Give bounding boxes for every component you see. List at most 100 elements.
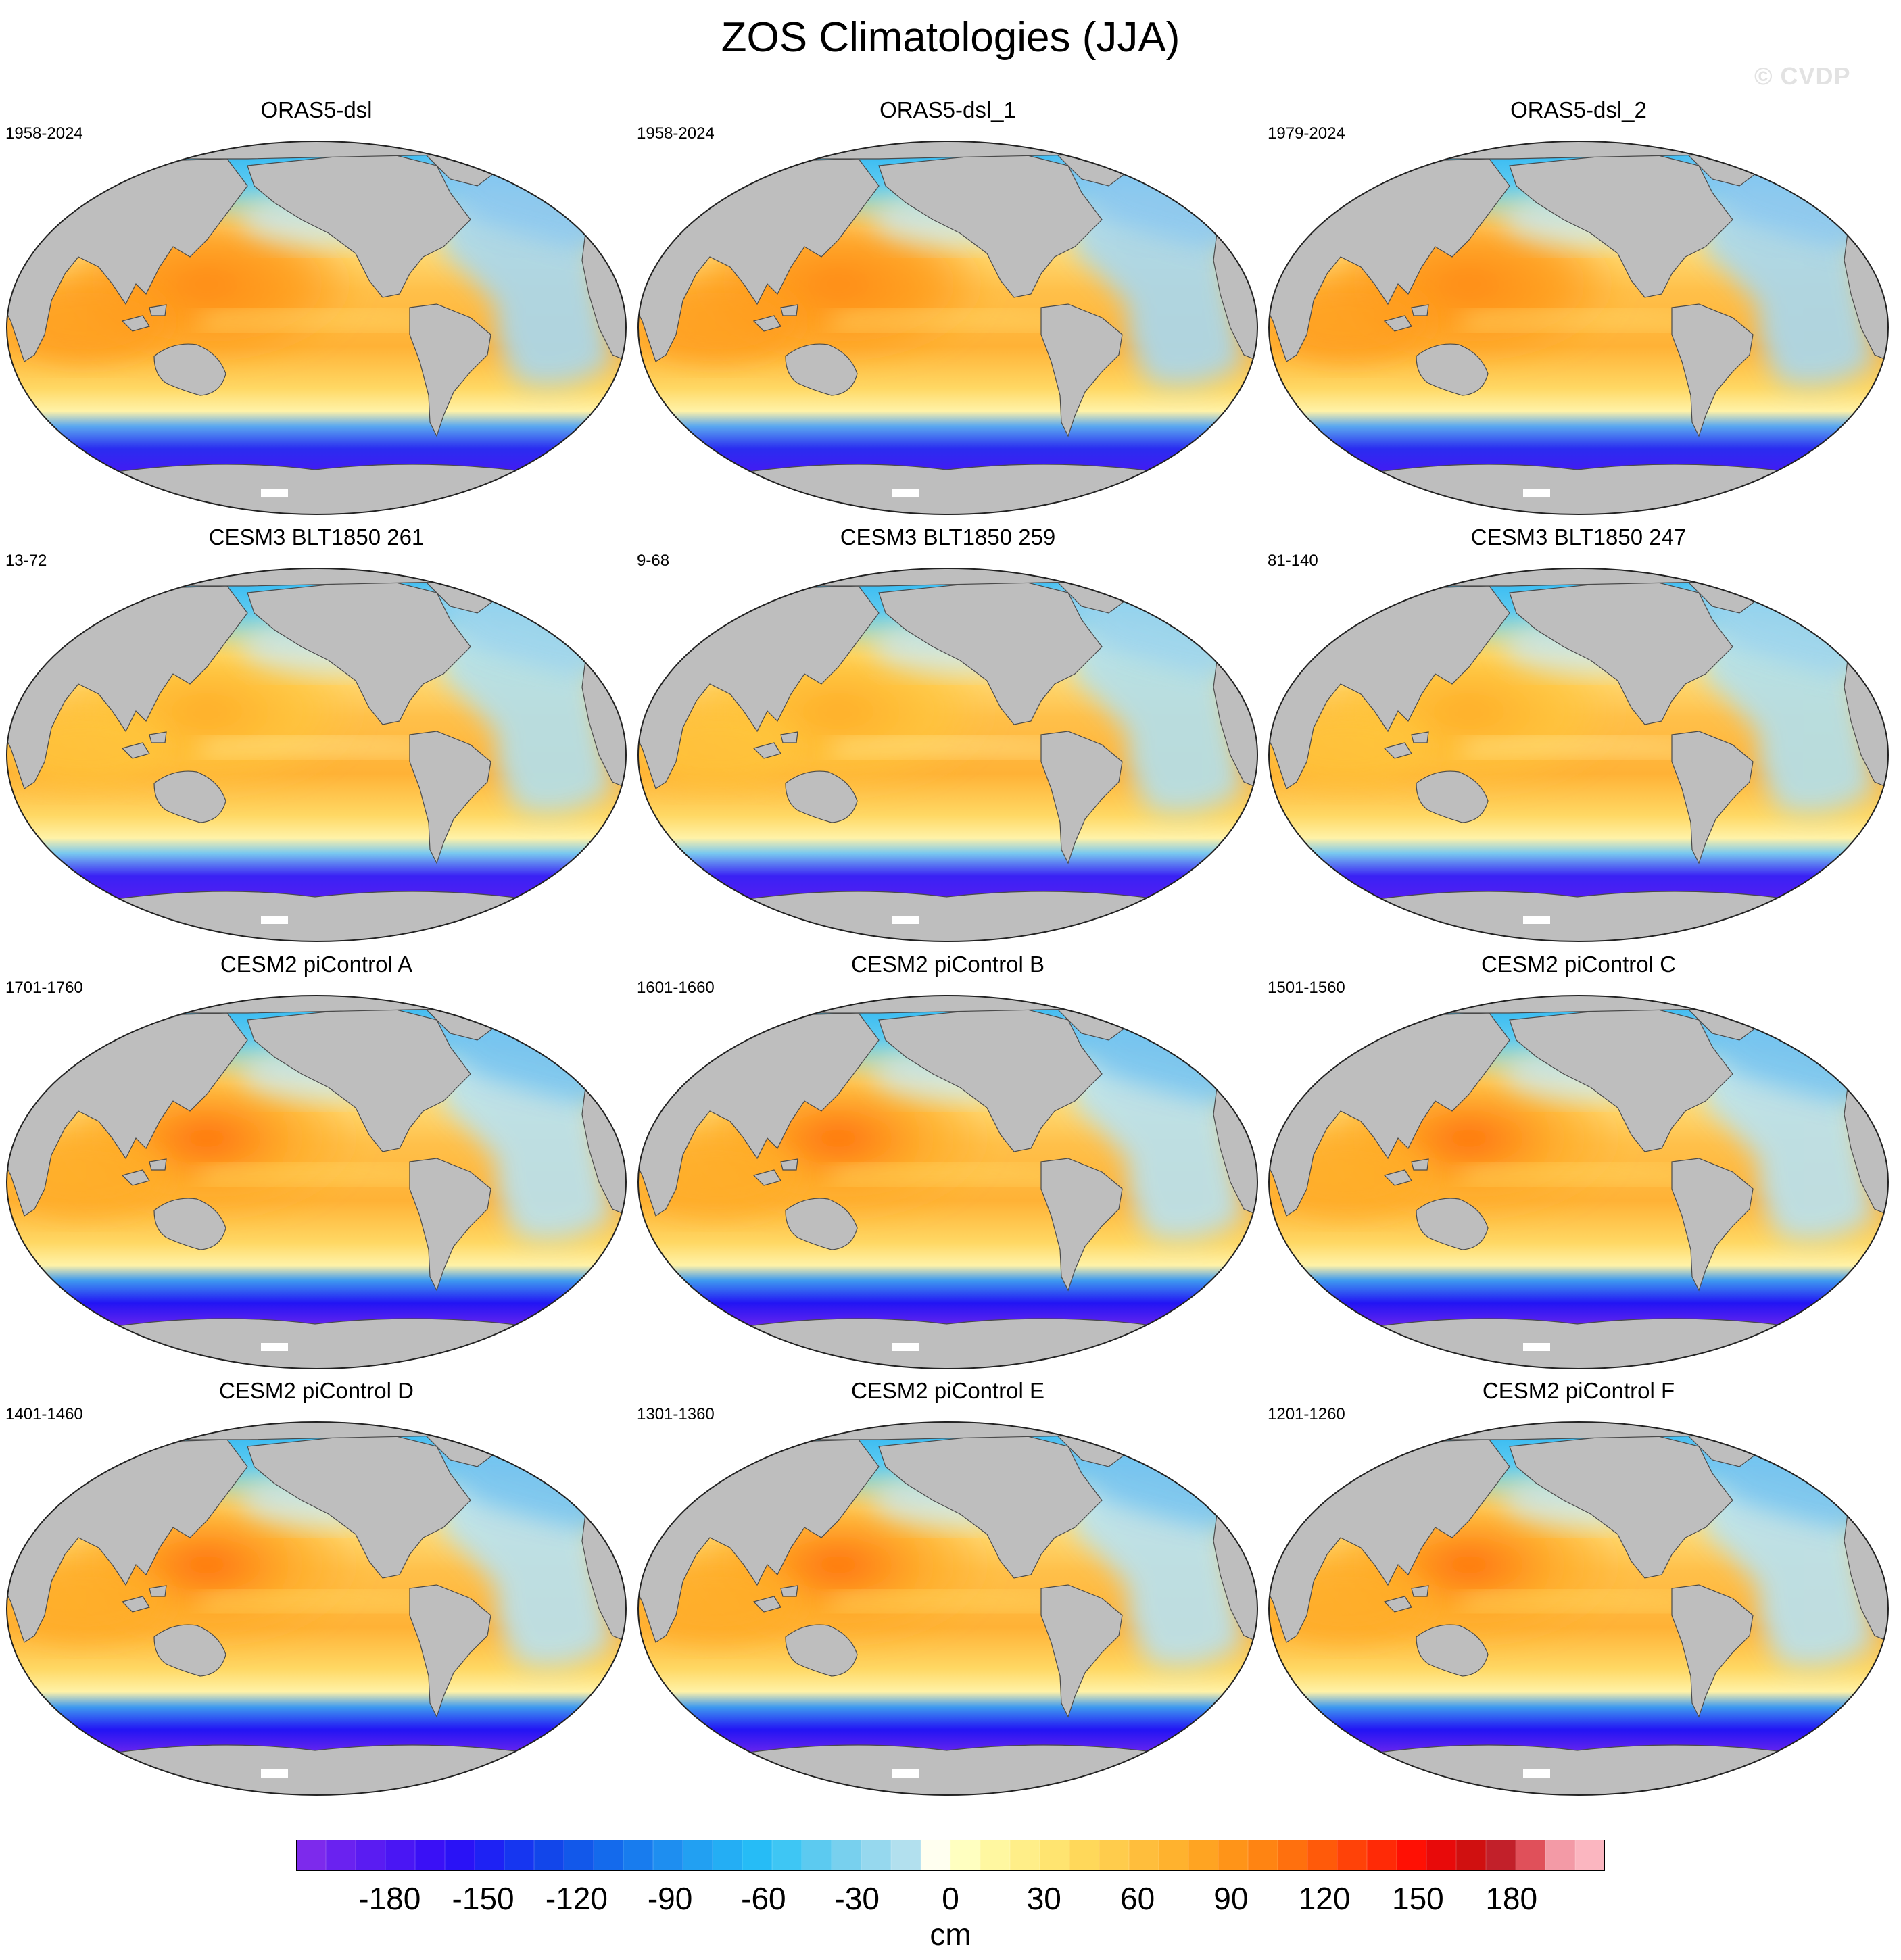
colorbar-swatch [832, 1840, 862, 1871]
panel-years: 1401-1460 [5, 1405, 83, 1423]
colorbar-tick-label: 90 [1213, 1881, 1249, 1916]
panel-title: ORAS5-dsl_1 [880, 97, 1016, 122]
map-panel: CESM3 BLT1850 247 81-140 [1266, 524, 1891, 944]
colorbar-swatch [1159, 1840, 1189, 1871]
colorbar-tick-label: 60 [1120, 1881, 1155, 1916]
world-map [1268, 141, 1889, 515]
colorbar-swatch [1545, 1840, 1576, 1871]
panel-title: CESM3 BLT1850 259 [840, 524, 1056, 549]
colorbar-swatch [950, 1840, 981, 1871]
colorbar-swatch [653, 1840, 683, 1871]
colorbar-swatch [921, 1840, 951, 1871]
colorbar-tick-label: 150 [1392, 1881, 1444, 1916]
colorbar-tick-label: 30 [1026, 1881, 1061, 1916]
panel-title: ORAS5-dsl_2 [1510, 97, 1647, 122]
panel-title: CESM2 piControl E [850, 1378, 1045, 1403]
world-map [6, 141, 627, 515]
colorbar-swatch [683, 1840, 713, 1871]
colorbar-swatch [891, 1840, 921, 1871]
colorbar-swatch [980, 1840, 1011, 1871]
map-panel: CESM2 piControl C 1501-1560 [1266, 951, 1891, 1371]
panel-years: 1601-1660 [637, 979, 715, 997]
panel-title: CESM3 BLT1850 261 [208, 524, 425, 549]
map-panel: CESM3 BLT1850 261 13-72 [4, 524, 629, 944]
panel-title: CESM2 piControl F [1482, 1378, 1675, 1403]
colorbar-swatch [1486, 1840, 1516, 1871]
colorbar-swatch [1575, 1840, 1605, 1871]
colorbar-swatch [564, 1840, 594, 1871]
map-panel: CESM2 piControl B 1601-1660 [635, 951, 1260, 1371]
map-panel: ORAS5-dsl_1 1958-2024 [635, 97, 1260, 517]
map-field [638, 141, 1257, 514]
colorbar-swatch [1129, 1840, 1159, 1871]
panel-title: CESM2 piControl B [850, 952, 1045, 977]
colorbar-swatch [1456, 1840, 1487, 1871]
colorbar-swatch [861, 1840, 892, 1871]
panel-title: CESM3 BLT1850 247 [1470, 524, 1687, 549]
colorbar-swatch [1426, 1840, 1457, 1871]
colorbar-swatch [1040, 1840, 1070, 1871]
map-panel: CESM2 piControl A 1701-1760 [4, 951, 629, 1371]
colorbar-swatch [713, 1840, 743, 1871]
panel-years: 1201-1260 [1268, 1405, 1345, 1423]
world-map [6, 568, 627, 942]
colorbar-units: cm [930, 1917, 971, 1952]
world-map [637, 1421, 1258, 1796]
map-field [7, 1422, 626, 1795]
map-panel: CESM2 piControl E 1301-1360 [635, 1377, 1260, 1798]
map-field [7, 568, 626, 941]
world-map [637, 995, 1258, 1369]
colorbar [296, 1840, 1605, 1871]
colorbar-tick-label: -90 [647, 1881, 693, 1916]
colorbar-tick-label: -150 [452, 1881, 514, 1916]
colorbar-swatch [1099, 1840, 1130, 1871]
figure-title: ZOS Climatologies (JJA) [721, 14, 1180, 61]
colorbar-swatch [1248, 1840, 1278, 1871]
colorbar-swatch [1278, 1840, 1308, 1871]
colorbar-swatch [1397, 1840, 1427, 1871]
map-field [638, 1422, 1257, 1795]
colorbar-swatch [772, 1840, 802, 1871]
colorbar-swatch [1218, 1840, 1249, 1871]
colorbar-swatch [623, 1840, 654, 1871]
colorbar-swatch [1367, 1840, 1397, 1871]
colorbar-swatch [534, 1840, 564, 1871]
panel-years: 1958-2024 [637, 124, 715, 143]
colorbar-swatch [326, 1840, 356, 1871]
map-field [1269, 568, 1888, 941]
panel-title: CESM2 piControl D [219, 1378, 414, 1403]
colorbar-swatch [1188, 1840, 1219, 1871]
colorbar-swatch [742, 1840, 773, 1871]
world-map [1268, 568, 1889, 942]
map-panel: CESM3 BLT1850 259 9-68 [635, 524, 1260, 944]
world-map [637, 141, 1258, 515]
colorbar-swatch [356, 1840, 386, 1871]
colorbar-swatch [802, 1840, 832, 1871]
colorbar-tick-label: -180 [358, 1881, 421, 1916]
colorbar-tick-label: 180 [1485, 1881, 1538, 1916]
colorbar-tick-label: 0 [942, 1881, 959, 1916]
world-map [1268, 1421, 1889, 1796]
panel-years: 1979-2024 [1268, 124, 1345, 143]
colorbar-swatch [1307, 1840, 1338, 1871]
panel-years: 1301-1360 [637, 1405, 715, 1423]
colorbar-swatch [594, 1840, 624, 1871]
panel-years: 1958-2024 [5, 124, 83, 143]
map-panel: CESM2 piControl F 1201-1260 [1266, 1377, 1891, 1798]
map-panel: ORAS5-dsl 1958-2024 [4, 97, 629, 517]
colorbar-tick-label: -60 [741, 1881, 786, 1916]
world-map [6, 995, 627, 1369]
colorbar-tick-label: 120 [1298, 1881, 1351, 1916]
colorbar-swatch [1337, 1840, 1368, 1871]
panel-years: 1701-1760 [5, 979, 83, 997]
colorbar-swatch [1516, 1840, 1546, 1871]
panel-years: 9-68 [637, 552, 670, 570]
panel-title: CESM2 piControl C [1481, 952, 1676, 977]
colorbar-swatch [1069, 1840, 1100, 1871]
colorbar-swatch [415, 1840, 446, 1871]
colorbar-swatch [445, 1840, 475, 1871]
colorbar-tick-label: -120 [545, 1881, 608, 1916]
panel-years: 1501-1560 [1268, 979, 1345, 997]
panel-years: 13-72 [5, 552, 47, 570]
map-panel: ORAS5-dsl_2 1979-2024 [1266, 97, 1891, 517]
